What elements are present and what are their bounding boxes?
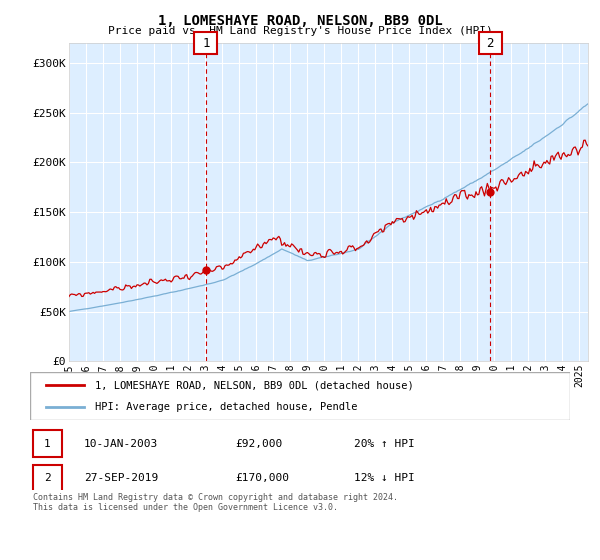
Text: 10-JAN-2003: 10-JAN-2003 (84, 438, 158, 449)
Text: 1: 1 (202, 36, 209, 50)
Text: 2: 2 (44, 473, 51, 483)
Text: 1, LOMESHAYE ROAD, NELSON, BB9 0DL: 1, LOMESHAYE ROAD, NELSON, BB9 0DL (158, 14, 442, 28)
FancyBboxPatch shape (30, 372, 570, 420)
Text: 12% ↓ HPI: 12% ↓ HPI (354, 473, 415, 483)
Text: 1, LOMESHAYE ROAD, NELSON, BB9 0DL (detached house): 1, LOMESHAYE ROAD, NELSON, BB9 0DL (deta… (95, 380, 413, 390)
Text: Contains HM Land Registry data © Crown copyright and database right 2024.
This d: Contains HM Land Registry data © Crown c… (33, 493, 398, 512)
Text: £170,000: £170,000 (235, 473, 289, 483)
Text: HPI: Average price, detached house, Pendle: HPI: Average price, detached house, Pend… (95, 402, 358, 412)
FancyBboxPatch shape (33, 430, 62, 457)
Text: Price paid vs. HM Land Registry's House Price Index (HPI): Price paid vs. HM Land Registry's House … (107, 26, 493, 36)
Text: £92,000: £92,000 (235, 438, 283, 449)
Text: 2: 2 (487, 36, 494, 50)
FancyBboxPatch shape (33, 465, 62, 492)
Text: 20% ↑ HPI: 20% ↑ HPI (354, 438, 415, 449)
Text: 1: 1 (44, 438, 51, 449)
Text: 27-SEP-2019: 27-SEP-2019 (84, 473, 158, 483)
